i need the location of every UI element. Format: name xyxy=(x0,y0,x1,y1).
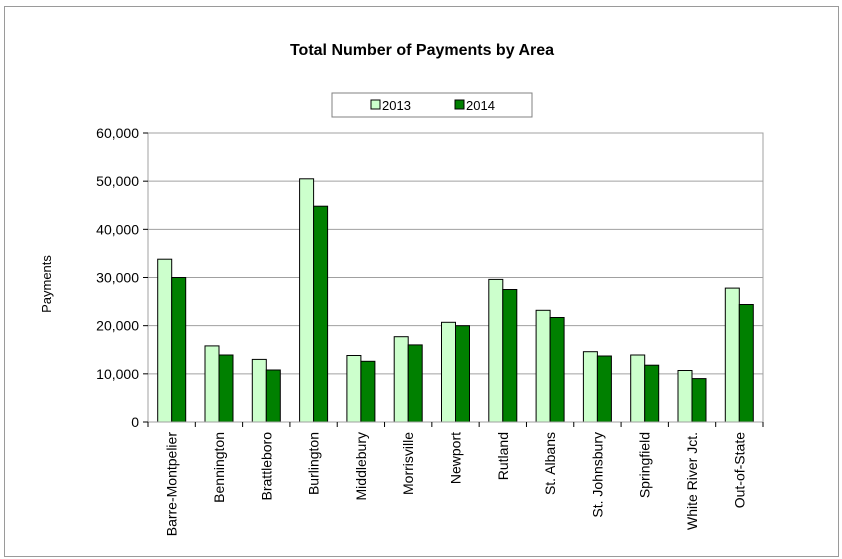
bar-2014-11 xyxy=(691,378,707,423)
y-tick-label: 30,000 xyxy=(96,270,139,286)
x-tick-label: White River Jct. xyxy=(684,432,700,530)
bar-2013-4 xyxy=(346,355,362,423)
bar-2013-9 xyxy=(582,351,598,423)
x-tick-label: Springfield xyxy=(637,432,653,498)
bar-2014-4 xyxy=(360,360,376,423)
chart-frame: Total Number of Payments by Area Payment… xyxy=(4,6,839,557)
bar-chart: Total Number of Payments by Area Payment… xyxy=(39,42,764,537)
bar-2014-2 xyxy=(265,369,281,423)
bar-2013-7 xyxy=(488,278,504,423)
bar-2014-8 xyxy=(549,317,565,423)
bar-2013-10 xyxy=(630,354,646,423)
legend-box xyxy=(331,92,533,118)
legend-label-2014: 2014 xyxy=(466,98,495,113)
bar-2014-1 xyxy=(218,354,234,423)
x-tick-label: Barre-Montpelier xyxy=(164,432,180,537)
legend: 2013 2014 xyxy=(331,92,533,118)
x-tick-label: Brattleboro xyxy=(258,432,274,501)
legend-label-2013: 2013 xyxy=(382,98,411,113)
x-tick-label: Out-of-State xyxy=(731,432,747,508)
bar-2013-3 xyxy=(299,178,315,423)
x-tick-label: St. Johnsbury xyxy=(589,432,605,518)
x-tick-label: Bennington xyxy=(211,432,227,503)
y-tick-label: 10,000 xyxy=(96,366,139,382)
bar-2014-12 xyxy=(738,304,754,423)
bar-2013-5 xyxy=(393,336,409,423)
y-tick-label: 0 xyxy=(131,414,139,430)
bar-2013-0 xyxy=(157,258,173,423)
bar-2013-6 xyxy=(441,321,456,423)
bar-2014-0 xyxy=(171,277,187,423)
x-tick-label: St. Albans xyxy=(542,432,558,495)
axes xyxy=(143,132,764,427)
y-tick-label: 60,000 xyxy=(96,125,139,141)
bar-2013-1 xyxy=(204,345,220,423)
chart-title: Total Number of Payments by Area xyxy=(290,42,554,59)
bar-2014-10 xyxy=(644,364,660,423)
x-tick-label: Newport xyxy=(448,432,464,484)
bar-2014-6 xyxy=(455,325,470,423)
bar-2013-12 xyxy=(724,287,740,423)
x-tick-label: Morrisville xyxy=(400,432,416,495)
bar-2014-9 xyxy=(596,355,612,423)
bars xyxy=(157,178,754,423)
bar-2014-7 xyxy=(502,289,518,423)
y-tick-label: 20,000 xyxy=(96,318,139,334)
legend-swatch-2014 xyxy=(454,99,465,110)
y-tick-label: 40,000 xyxy=(96,221,139,237)
y-tick-labels: 0 10,000 20,000 30,000 40,000 50,000 60,000 xyxy=(96,125,139,430)
x-tick-labels: Barre-Montpelier Bennington Brattleboro Bur… xyxy=(164,432,748,537)
bar-2014-5 xyxy=(407,344,423,423)
x-tick-label: Burlington xyxy=(306,432,322,495)
bar-2013-11 xyxy=(677,370,693,423)
x-tick-label: Middlebury xyxy=(353,432,369,500)
y-tick-label: 50,000 xyxy=(96,173,139,189)
bar-2014-3 xyxy=(313,205,329,423)
x-tick-label: Rutland xyxy=(495,432,511,480)
bar-2013-2 xyxy=(251,358,267,423)
legend-swatch-2013 xyxy=(370,99,381,110)
bar-2013-8 xyxy=(535,309,551,423)
y-axis-label: Payments xyxy=(39,255,54,313)
